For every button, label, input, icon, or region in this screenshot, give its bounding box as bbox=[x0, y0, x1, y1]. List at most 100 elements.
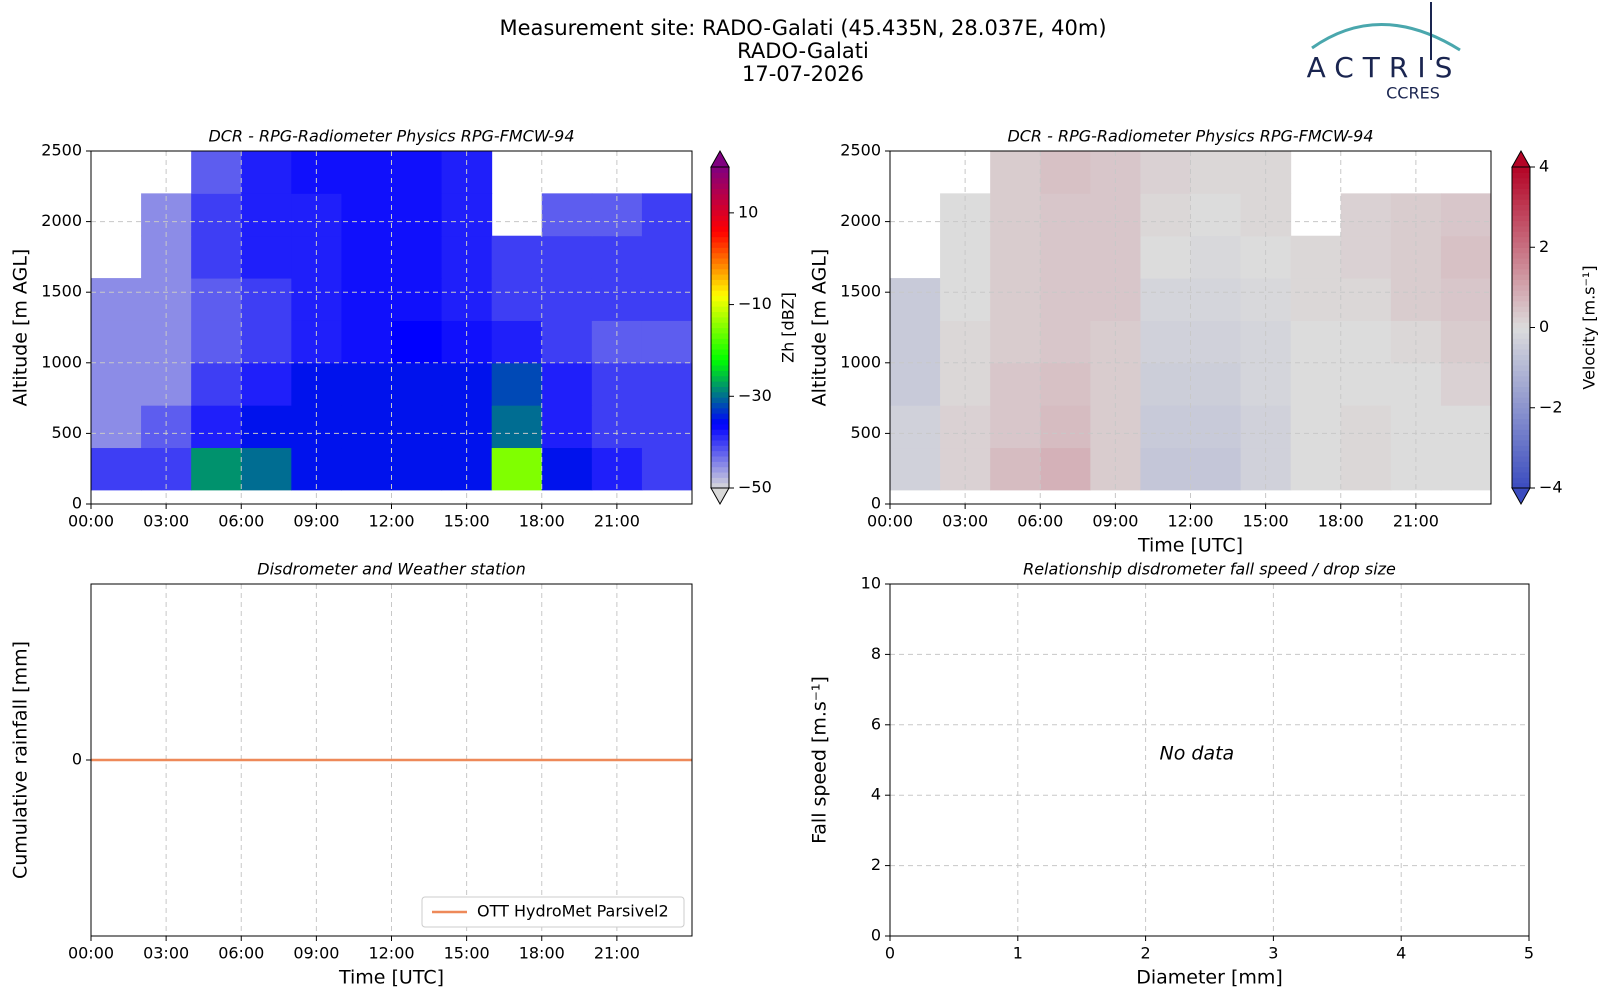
heatmap-cell bbox=[341, 151, 392, 194]
colorbar-step bbox=[711, 455, 729, 462]
colorbar-label: Velocity [m.s⁻¹] bbox=[1580, 265, 1599, 389]
colorbar-step bbox=[1512, 167, 1530, 173]
colorbar-step bbox=[1512, 445, 1530, 452]
heatmap-cell bbox=[1440, 235, 1492, 279]
heatmap-cell bbox=[91, 447, 142, 491]
heatmap-cell bbox=[1340, 447, 1392, 491]
colorbar-step bbox=[1512, 375, 1530, 382]
heatmap-cell bbox=[890, 278, 941, 321]
colorbar-step bbox=[1512, 327, 1530, 334]
y-tick-label: 1500 bbox=[840, 282, 881, 301]
y-axis-label: Altitude [m AGL] bbox=[10, 249, 32, 407]
colorbar-tick-label: −2 bbox=[1539, 397, 1563, 416]
colorbar-step bbox=[1512, 364, 1530, 371]
x-tick-label: 21:00 bbox=[594, 512, 640, 531]
heatmap-cell bbox=[1140, 151, 1191, 194]
heatmap-cell bbox=[191, 447, 242, 491]
colorbar-step bbox=[711, 322, 729, 329]
heatmap-cell bbox=[91, 362, 142, 406]
heatmap-cell bbox=[91, 278, 142, 321]
colorbar-step bbox=[711, 450, 729, 457]
y-tick-label: 8 bbox=[871, 644, 881, 663]
colorbar-extend-top bbox=[710, 149, 730, 168]
colorbar-step bbox=[711, 268, 729, 275]
colorbar-step bbox=[711, 284, 729, 291]
x-tick-label: 15:00 bbox=[444, 512, 490, 531]
heatmap-cell bbox=[1040, 235, 1091, 279]
x-tick-label: 21:00 bbox=[1393, 512, 1439, 531]
colorbar-tick-label: 2 bbox=[1539, 237, 1549, 256]
x-tick-label: 06:00 bbox=[1017, 512, 1063, 531]
colorbar-step bbox=[1512, 188, 1530, 195]
x-tick-label: 12:00 bbox=[1167, 512, 1213, 531]
y-tick-label: 2000 bbox=[41, 211, 82, 230]
x-tick-label: 00:00 bbox=[867, 512, 913, 531]
site-title: Measurement site: RADO-Galati (45.435N, … bbox=[499, 16, 1106, 40]
colorbar-step bbox=[1512, 236, 1530, 243]
colorbar-step bbox=[711, 311, 729, 318]
x-tick-label: 18:00 bbox=[1318, 512, 1364, 531]
colorbar-step bbox=[1512, 290, 1530, 296]
heatmap-cell bbox=[341, 362, 392, 406]
x-tick-label: 09:00 bbox=[293, 944, 339, 963]
colorbar-tick-label: 4 bbox=[1539, 157, 1549, 176]
colorbar-step bbox=[711, 300, 729, 307]
colorbar-step bbox=[1512, 215, 1530, 222]
colorbar-step bbox=[1512, 471, 1530, 478]
colorbar-step bbox=[1512, 434, 1530, 441]
colorbar-label: Zh [dBZ] bbox=[779, 292, 798, 363]
heatmap-cell bbox=[990, 235, 1041, 279]
colorbar-step bbox=[711, 327, 729, 334]
colorbar-step bbox=[1512, 348, 1530, 355]
colorbar-step bbox=[711, 359, 729, 366]
date: 17-07-2026 bbox=[742, 62, 864, 86]
panel: DCR - RPG-Radiometer Physics RPG-FMCW-94… bbox=[10, 127, 798, 531]
heatmap-cell bbox=[191, 405, 242, 449]
legend-box bbox=[421, 896, 685, 928]
x-tick-label: 15:00 bbox=[1243, 512, 1289, 531]
colorbar-step bbox=[1512, 231, 1530, 238]
colorbar-step bbox=[711, 172, 729, 179]
heatmap-cell bbox=[1290, 405, 1342, 449]
colorbar-step bbox=[711, 477, 729, 484]
heatmap-cell bbox=[1190, 193, 1242, 237]
x-tick-label: 1 bbox=[1013, 944, 1023, 963]
heatmap-cell bbox=[241, 151, 292, 194]
heatmap-cell bbox=[541, 320, 593, 364]
heatmap-cell bbox=[1340, 362, 1392, 406]
colorbar-step bbox=[711, 471, 729, 478]
x-tick-label: 21:00 bbox=[594, 944, 640, 963]
logo-arc bbox=[1311, 23, 1461, 52]
heatmap-cell bbox=[191, 362, 242, 406]
colorbar-step bbox=[711, 397, 729, 403]
y-tick-label: 0 bbox=[871, 926, 881, 945]
colorbar-step bbox=[1512, 370, 1530, 377]
heatmap-cell bbox=[391, 447, 443, 491]
colorbar-step bbox=[1512, 343, 1530, 350]
heatmap-cell bbox=[1040, 278, 1091, 321]
colorbar-step bbox=[1512, 429, 1530, 436]
heatmap-cell bbox=[641, 320, 693, 364]
heatmap-cell bbox=[1040, 320, 1091, 364]
y-tick-label: 500 bbox=[51, 423, 82, 442]
colorbar-step bbox=[711, 439, 729, 446]
colorbar-extend-bottom bbox=[710, 487, 730, 506]
heatmap-cell bbox=[241, 405, 292, 449]
heatmap-cell bbox=[990, 278, 1041, 321]
x-tick-label: 03:00 bbox=[143, 512, 189, 531]
heatmap-cell bbox=[391, 320, 443, 364]
colorbar-step bbox=[1512, 172, 1530, 179]
x-tick-label: 18:00 bbox=[519, 512, 565, 531]
colorbar-step bbox=[711, 257, 729, 264]
heatmap-cell bbox=[990, 320, 1041, 364]
heatmap-cell bbox=[491, 362, 543, 406]
colorbar-extend-top bbox=[1511, 149, 1531, 168]
heatmap-cell bbox=[1440, 320, 1492, 364]
colorbar-step bbox=[711, 429, 729, 436]
colorbar-step bbox=[1512, 274, 1530, 280]
colorbar-step bbox=[1512, 359, 1530, 366]
heatmap-cell bbox=[1140, 405, 1191, 449]
colorbar-step bbox=[711, 418, 729, 425]
heatmap-cell bbox=[91, 405, 142, 449]
